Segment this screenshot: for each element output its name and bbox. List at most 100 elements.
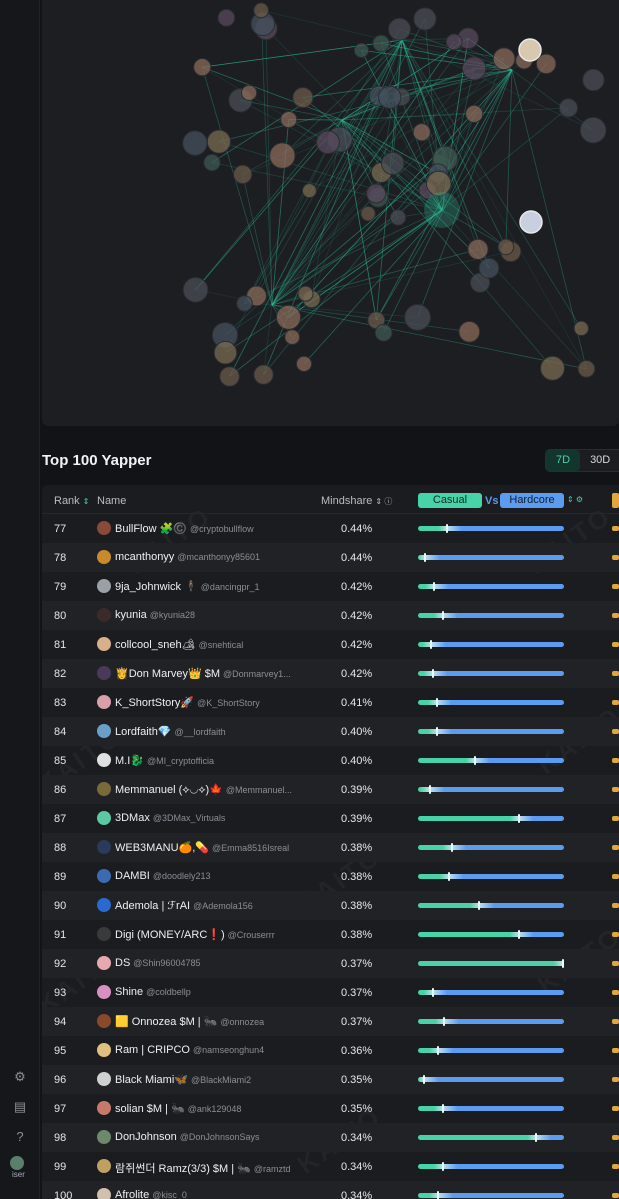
avatar[interactable] [97,666,111,680]
avatar[interactable] [97,724,111,738]
graph-edge [441,63,547,211]
table-row[interactable]: 91 Digi (MONEY/ARC❗) @Crouserrr 0.38% [42,920,619,949]
table-row[interactable]: 89 DAMBI @doodlely213 0.38% [42,862,619,891]
yapper-name[interactable]: WEB3MANU🍊,💊 @Emma8516Isreal [115,841,289,854]
yapper-name[interactable]: kyunia @kyunia28 [115,609,195,621]
table-row[interactable]: 94 🟨 Onnozea $M | 🐜 @onnozea 0.37% [42,1007,619,1036]
avatar[interactable] [97,898,111,912]
avatar[interactable] [97,521,111,535]
period-7d-button[interactable]: 7D [546,450,581,471]
casual-marker [433,582,436,591]
avatar[interactable] [97,782,111,796]
table-row[interactable]: 99 람쥐썬더 Ramz(3/3) $M | 🐜 @ramztd 0.34% [42,1152,619,1181]
network-graph[interactable] [42,0,619,426]
casual-pill[interactable]: Casual [418,493,482,508]
avatar[interactable] [97,840,111,854]
table-row[interactable]: 79 9ja_Johnwick 🕴 @dancingpr_1 0.42% [42,572,619,601]
sort-icon[interactable]: ⇕ ⚙ [567,495,584,504]
table-row[interactable]: 93 Shine @coldbellp 0.37% [42,978,619,1007]
table-row[interactable]: 96 Black Miami🦋 @BlackMiami2 0.35% [42,1065,619,1094]
yapper-name[interactable]: Afrolite @kisc_0 [115,1189,187,1199]
yapper-name[interactable]: DonJohnson @DonJohnsonSays [115,1131,259,1143]
table-row[interactable]: 78 mcanthonyy @mcanthonyy85601 0.44% [42,543,619,572]
yapper-name[interactable]: M.I🐉 @MI_cryptofficia [115,754,214,767]
avatar[interactable] [97,869,111,883]
next-column-bar [612,642,619,647]
graph-node [465,104,484,124]
avatar[interactable] [97,753,111,767]
rank-header[interactable]: Rank ⇕ [54,495,90,507]
avatar[interactable] [97,1014,111,1028]
yapper-name[interactable]: 🟨 Onnozea $M | 🐜 @onnozea [115,1015,264,1028]
table-row[interactable]: 85 M.I🐉 @MI_cryptofficia 0.40% [42,746,619,775]
table-row[interactable]: 90 Ademola | ℱrAI @Ademola156 0.38% [42,891,619,920]
help-icon[interactable]: ? [16,1129,24,1144]
yapper-name[interactable]: Memmanuel (⟡◡⟡)🍁 @Memmanuel... [115,783,292,797]
table-row[interactable]: 88 WEB3MANU🍊,💊 @Emma8516Isreal 0.38% [42,833,619,862]
gear-icon[interactable]: ⚙ [14,1069,26,1084]
handle: @kyunia28 [149,610,195,620]
handle: @ramztd [253,1164,291,1174]
graph-node [269,142,296,169]
next-column-header[interactable] [612,493,619,508]
yapper-name[interactable]: Ademola | ℱrAI @Ademola156 [115,899,253,912]
avatar[interactable] [97,608,111,622]
table-row[interactable]: 81 collcool_sneh🏕 @snehtical 0.42% [42,630,619,659]
hardcore-pill[interactable]: Hardcore [500,493,564,508]
table-row[interactable]: 84 Lordfaith💎 @__lordfaith 0.40% [42,717,619,746]
avatar[interactable] [97,956,111,970]
avatar[interactable] [97,1159,111,1173]
mindshare-header[interactable]: Mindshare ⇕ ⓘ [321,495,393,507]
avatar[interactable] [97,927,111,941]
avatar[interactable] [97,1043,111,1057]
yapper-name[interactable]: BullFlow 🧩©️ @cryptobullflow [115,522,254,535]
rank-cell: 77 [54,523,67,535]
yapper-name[interactable]: collcool_sneh🏕 @snehtical [115,638,243,651]
yapper-name[interactable]: solian $M | 🐜 @ank129048 [115,1102,241,1115]
avatar[interactable] [97,695,111,709]
avatar[interactable] [10,1156,24,1170]
yapper-name[interactable]: Digi (MONEY/ARC❗) @Crouserrr [115,928,275,941]
table-row[interactable]: 98 DonJohnson @DonJohnsonSays 0.34% [42,1123,619,1152]
avatar[interactable] [97,1101,111,1115]
yapper-name[interactable]: 👸Don Marvey👑 $M @Donmarvey1... [115,667,291,680]
yapper-name[interactable]: 3DMax @3DMax_Virtuals [115,812,225,824]
graph-edge [218,141,443,211]
table-row[interactable]: 92 DS @Shin96004785 0.37% [42,949,619,978]
avatar[interactable] [97,637,111,651]
graph-node [372,34,390,53]
table-row[interactable]: 97 solian $M | 🐜 @ank129048 0.35% [42,1094,619,1123]
table-row[interactable]: 77 BullFlow 🧩©️ @cryptobullflow 0.44% [42,514,619,543]
id-card-icon[interactable]: ▤ [13,1099,27,1114]
avatar[interactable] [97,1130,111,1144]
casual-hardcore-bar [418,553,564,562]
yapper-name[interactable]: Lordfaith💎 @__lordfaith [115,725,226,738]
avatar[interactable] [97,985,111,999]
table-row[interactable]: 95 Ram | CRIPCO @namseonghun4 0.36% [42,1036,619,1065]
avatar[interactable] [97,1072,111,1086]
table-row[interactable]: 82 👸Don Marvey👑 $M @Donmarvey1... 0.42% [42,659,619,688]
yapper-name[interactable]: 람쥐썬더 Ramz(3/3) $M | 🐜 @ramztd [115,1160,291,1176]
yapper-name[interactable]: mcanthonyy @mcanthonyy85601 [115,551,260,563]
casual-marker [435,727,438,736]
yapper-name[interactable]: DAMBI @doodlely213 [115,870,211,882]
table-row[interactable]: 100 Afrolite @kisc_0 0.34% [42,1181,619,1199]
yapper-name[interactable]: Shine @coldbellp [115,986,191,998]
mindshare-value: 0.39% [341,813,373,825]
network-graph-canvas[interactable] [42,0,619,426]
table-row[interactable]: 80 kyunia @kyunia28 0.42% [42,601,619,630]
yapper-name[interactable]: Ram | CRIPCO @namseonghun4 [115,1044,264,1056]
yapper-name[interactable]: K_ShortStory🚀 @K_ShortStory [115,696,260,709]
table-row[interactable]: 86 Memmanuel (⟡◡⟡)🍁 @Memmanuel... 0.39% [42,775,619,804]
avatar[interactable] [97,1188,111,1199]
period-30d-button[interactable]: 30D [590,454,611,466]
table-row[interactable]: 87 3DMax @3DMax_Virtuals 0.39% [42,804,619,833]
avatar[interactable] [97,811,111,825]
yapper-name[interactable]: Black Miami🦋 @BlackMiami2 [115,1073,251,1086]
yapper-name[interactable]: DS @Shin96004785 [115,957,200,969]
avatar[interactable] [97,579,111,593]
yapper-name[interactable]: 9ja_Johnwick 🕴 @dancingpr_1 [115,580,259,593]
avatar[interactable] [97,550,111,564]
graph-edge [361,49,513,71]
table-row[interactable]: 83 K_ShortStory🚀 @K_ShortStory 0.41% [42,688,619,717]
